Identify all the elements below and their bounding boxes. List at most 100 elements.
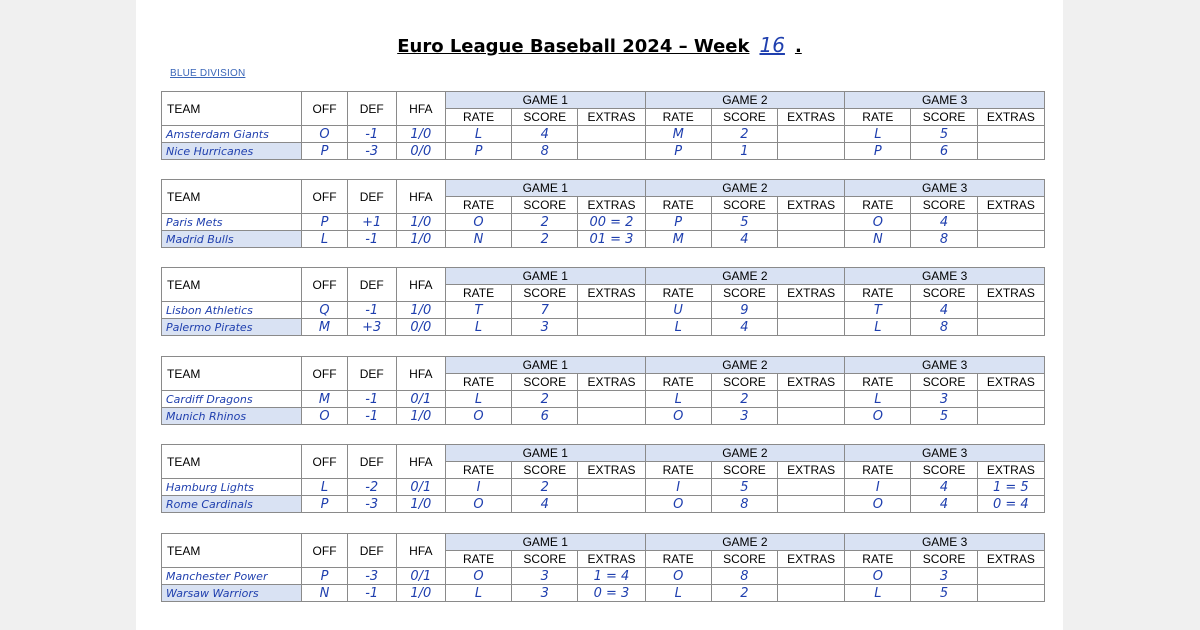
game-2-extras-cell[interactable] [777, 390, 846, 408]
game-2-rate-cell[interactable]: O [644, 567, 712, 585]
game-3-extras-cell[interactable] [976, 390, 1046, 408]
hfa-cell[interactable]: 0/1 [395, 390, 446, 408]
game-2-rate-cell[interactable]: M [644, 125, 712, 143]
game-1-rate-cell[interactable]: L [444, 318, 513, 336]
game-2-rate-cell[interactable]: P [644, 142, 712, 160]
team-name-cell[interactable]: Manchester Power [160, 567, 303, 585]
team-name-cell[interactable]: Madrid Bulls [160, 230, 303, 248]
game-1-rate-cell[interactable]: O [444, 495, 513, 513]
def-cell[interactable]: +1 [346, 213, 397, 231]
hfa-cell[interactable]: 1/0 [395, 230, 446, 248]
game-1-extras-cell[interactable] [577, 125, 646, 143]
hfa-cell[interactable]: 1/0 [395, 301, 446, 319]
team-name-cell[interactable]: Cardiff Dragons [160, 390, 303, 408]
def-cell[interactable]: -3 [346, 495, 397, 513]
game-2-rate-cell[interactable]: L [644, 584, 712, 602]
game-2-extras-cell[interactable] [777, 318, 846, 336]
game-3-rate-cell[interactable]: O [844, 407, 912, 425]
def-cell[interactable]: -3 [346, 567, 397, 585]
hfa-cell[interactable]: 1/0 [395, 584, 446, 602]
game-3-score-cell[interactable]: 5 [910, 125, 978, 143]
game-3-extras-cell[interactable] [976, 407, 1046, 425]
game-3-extras-cell[interactable] [976, 318, 1046, 336]
game-1-score-cell[interactable]: 2 [511, 230, 579, 248]
game-1-score-cell[interactable]: 2 [511, 213, 579, 231]
def-cell[interactable]: -2 [346, 478, 397, 496]
game-2-score-cell[interactable]: 2 [710, 390, 779, 408]
game-3-extras-cell[interactable] [976, 213, 1046, 231]
game-3-rate-cell[interactable]: L [844, 390, 912, 408]
game-1-score-cell[interactable]: 4 [511, 125, 579, 143]
hfa-cell[interactable]: 1/0 [395, 125, 446, 143]
team-name-cell[interactable]: Palermo Pirates [160, 318, 303, 336]
game-3-extras-cell[interactable] [976, 230, 1046, 248]
game-3-score-cell[interactable]: 3 [910, 567, 978, 585]
game-1-extras-cell[interactable]: 1 = 4 [577, 567, 646, 585]
game-3-extras-cell[interactable] [976, 567, 1046, 585]
team-name-cell[interactable]: Rome Cardinals [160, 495, 303, 513]
off-cell[interactable]: P [301, 213, 348, 231]
def-cell[interactable]: -1 [346, 390, 397, 408]
hfa-cell[interactable]: 0/1 [395, 478, 446, 496]
game-2-score-cell[interactable]: 4 [710, 230, 779, 248]
game-2-rate-cell[interactable]: O [644, 495, 712, 513]
game-1-extras-cell[interactable] [577, 478, 646, 496]
game-2-extras-cell[interactable] [777, 213, 846, 231]
off-cell[interactable]: Q [301, 301, 348, 319]
off-cell[interactable]: M [301, 390, 348, 408]
game-2-rate-cell[interactable]: O [644, 407, 712, 425]
team-name-cell[interactable]: Munich Rhinos [160, 407, 303, 425]
game-3-rate-cell[interactable]: I [844, 478, 912, 496]
game-1-rate-cell[interactable]: P [444, 142, 513, 160]
game-1-score-cell[interactable]: 3 [511, 584, 579, 602]
def-cell[interactable]: -3 [346, 142, 397, 160]
game-3-score-cell[interactable]: 5 [910, 407, 978, 425]
game-1-rate-cell[interactable]: N [444, 230, 513, 248]
game-1-score-cell[interactable]: 4 [511, 495, 579, 513]
game-1-score-cell[interactable]: 8 [511, 142, 579, 160]
game-3-extras-cell[interactable]: 1 = 5 [976, 478, 1046, 496]
game-2-extras-cell[interactable] [777, 567, 846, 585]
game-3-rate-cell[interactable]: P [844, 142, 912, 160]
team-name-cell[interactable]: Hamburg Lights [160, 478, 303, 496]
game-2-extras-cell[interactable] [777, 495, 846, 513]
off-cell[interactable]: P [301, 495, 348, 513]
game-3-score-cell[interactable]: 4 [910, 213, 978, 231]
off-cell[interactable]: L [301, 230, 348, 248]
def-cell[interactable]: -1 [346, 301, 397, 319]
division-link[interactable]: BLUE DIVISION [170, 68, 246, 79]
game-2-score-cell[interactable]: 8 [710, 495, 779, 513]
team-name-cell[interactable]: Lisbon Athletics [160, 301, 303, 319]
game-2-score-cell[interactable]: 5 [710, 213, 779, 231]
game-2-extras-cell[interactable] [777, 125, 846, 143]
game-3-score-cell[interactable]: 3 [910, 390, 978, 408]
game-2-rate-cell[interactable]: P [644, 213, 712, 231]
game-3-score-cell[interactable]: 4 [910, 478, 978, 496]
game-2-score-cell[interactable]: 5 [710, 478, 779, 496]
game-3-score-cell[interactable]: 4 [910, 301, 978, 319]
game-2-extras-cell[interactable] [777, 142, 846, 160]
hfa-cell[interactable]: 0/0 [395, 142, 446, 160]
game-3-score-cell[interactable]: 6 [910, 142, 978, 160]
game-1-rate-cell[interactable]: T [444, 301, 513, 319]
game-3-rate-cell[interactable]: L [844, 125, 912, 143]
game-3-rate-cell[interactable]: L [844, 318, 912, 336]
game-1-rate-cell[interactable]: L [444, 390, 513, 408]
game-2-rate-cell[interactable]: L [644, 318, 712, 336]
off-cell[interactable]: M [301, 318, 348, 336]
game-2-rate-cell[interactable]: U [644, 301, 712, 319]
game-3-extras-cell[interactable] [976, 301, 1046, 319]
game-1-extras-cell[interactable] [577, 407, 646, 425]
game-1-extras-cell[interactable] [577, 301, 646, 319]
game-1-score-cell[interactable]: 2 [511, 478, 579, 496]
game-1-score-cell[interactable]: 3 [511, 318, 579, 336]
off-cell[interactable]: O [301, 125, 348, 143]
game-2-extras-cell[interactable] [777, 584, 846, 602]
game-3-score-cell[interactable]: 8 [910, 318, 978, 336]
def-cell[interactable]: -1 [346, 230, 397, 248]
team-name-cell[interactable]: Warsaw Warriors [160, 584, 303, 602]
game-1-score-cell[interactable]: 6 [511, 407, 579, 425]
hfa-cell[interactable]: 0/0 [395, 318, 446, 336]
game-3-extras-cell[interactable] [976, 584, 1046, 602]
def-cell[interactable]: -1 [346, 584, 397, 602]
